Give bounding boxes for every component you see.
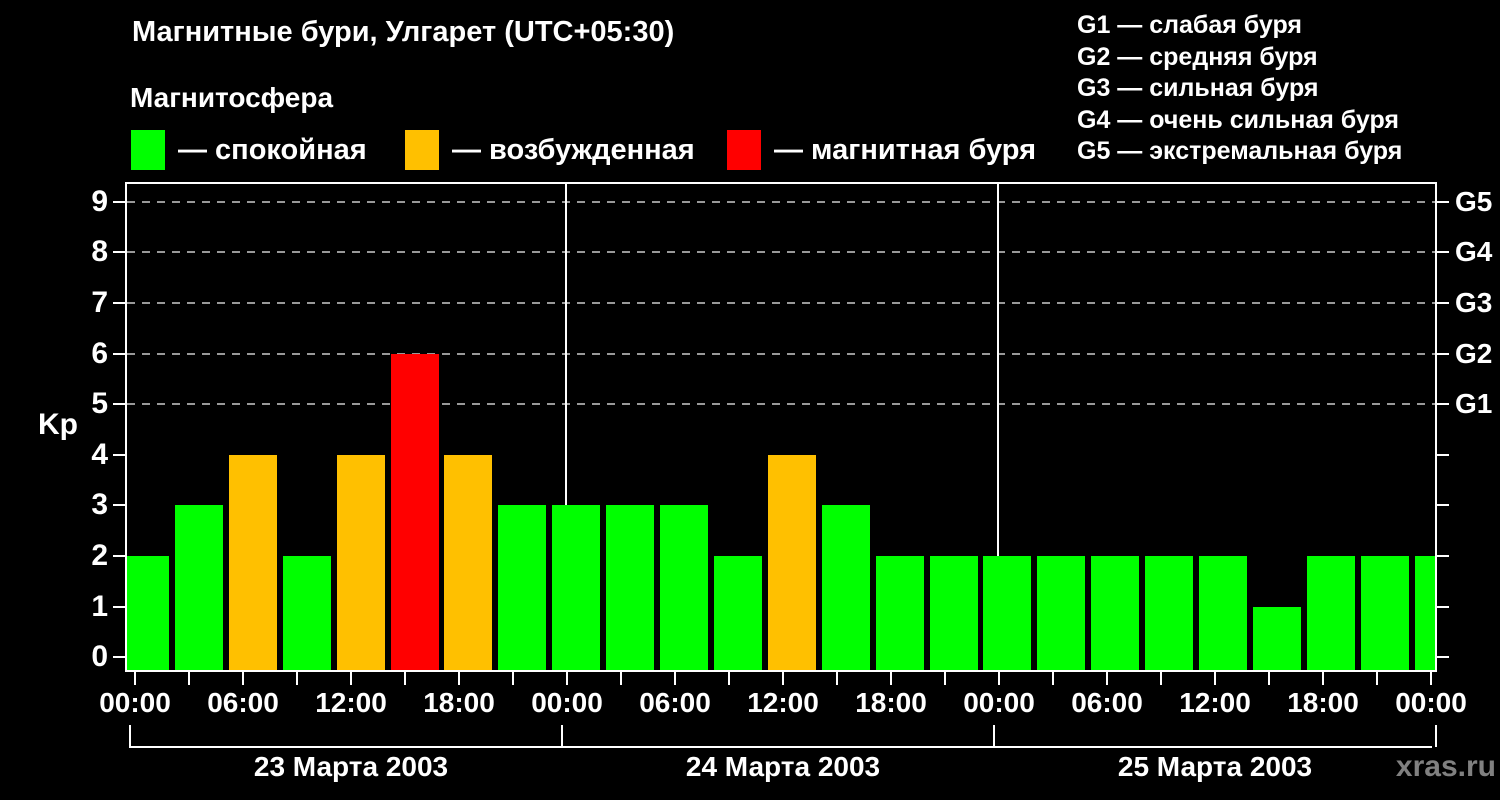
kp-bar bbox=[1091, 556, 1140, 670]
kp-bar bbox=[174, 505, 223, 670]
kp-bar bbox=[444, 454, 493, 670]
plot-area bbox=[125, 182, 1437, 672]
kp-bar bbox=[1037, 556, 1086, 670]
kp-bar bbox=[821, 505, 870, 670]
red-swatch bbox=[727, 130, 761, 170]
bracket-tick bbox=[993, 725, 995, 747]
kp-bar bbox=[390, 353, 439, 670]
y-axis-title: Kp bbox=[38, 408, 78, 441]
orange-swatch bbox=[405, 130, 439, 170]
gridline-kp5 bbox=[127, 403, 1435, 406]
kp-bar bbox=[498, 505, 547, 670]
legend-label: — магнитная буря bbox=[774, 133, 1037, 166]
storm-scale-line: G5 — экстремальная буря bbox=[1077, 137, 1403, 166]
kp-bar bbox=[282, 556, 331, 670]
storm-scale-line: G4 — очень сильная буря bbox=[1077, 105, 1399, 134]
bracket-tick bbox=[561, 725, 563, 747]
kp-bar bbox=[336, 454, 385, 670]
storm-scale-line: G1 — слабая буря bbox=[1077, 11, 1303, 39]
gridline-kp6 bbox=[127, 352, 1435, 355]
kp-bar bbox=[1252, 606, 1301, 670]
date-label: 23 Марта 2003 bbox=[253, 751, 449, 782]
legend-item: — возбужденная bbox=[405, 130, 695, 170]
kp-bar bbox=[713, 556, 762, 670]
storm-scale-line: G3 — сильная буря bbox=[1077, 74, 1319, 103]
kp-bar bbox=[929, 556, 978, 670]
kp-bar bbox=[767, 454, 816, 670]
legend-item: — спокойная bbox=[131, 130, 367, 170]
gridline-kp9 bbox=[127, 200, 1435, 203]
legend-label: — спокойная bbox=[178, 133, 367, 166]
legend-item: — магнитная буря bbox=[727, 130, 1036, 170]
gridline-kp8 bbox=[127, 251, 1435, 254]
bracket-tick bbox=[129, 725, 131, 747]
green-swatch bbox=[131, 130, 165, 170]
kp-bar bbox=[1360, 556, 1409, 670]
kp-bar bbox=[1145, 556, 1194, 670]
kp-bar bbox=[660, 505, 708, 670]
watermark: xras.ru bbox=[1395, 750, 1496, 783]
kp-bar bbox=[1306, 556, 1355, 670]
kp-bar bbox=[1199, 556, 1247, 670]
kp-bar bbox=[552, 505, 601, 670]
date-label: 25 Марта 2003 bbox=[1117, 751, 1313, 782]
bracket-tick bbox=[1435, 725, 1437, 747]
legend-title: Магнитосфера bbox=[130, 82, 334, 113]
day-separator-line bbox=[565, 184, 567, 670]
storm-scale-line: G2 — средняя буря bbox=[1077, 42, 1318, 71]
kp-bar bbox=[127, 556, 169, 670]
storm-scale-legend: G1 — слабая буря G2 — средняя буря G3 — си… bbox=[1077, 10, 1402, 168]
gridline-kp7 bbox=[127, 301, 1435, 304]
date-bracket bbox=[129, 746, 1432, 748]
kp-bar bbox=[228, 454, 277, 670]
kp-bar bbox=[875, 556, 924, 670]
kp-bar bbox=[1414, 556, 1435, 670]
legend-label: — возбужденная bbox=[452, 133, 695, 166]
kp-bar bbox=[606, 505, 655, 670]
date-label: 24 Марта 2003 bbox=[685, 751, 881, 782]
day-separator-line bbox=[997, 184, 999, 670]
kp-bar bbox=[983, 556, 1032, 670]
page-title: Магнитные бури, Улгарет (UTC+05:30) bbox=[132, 16, 675, 48]
